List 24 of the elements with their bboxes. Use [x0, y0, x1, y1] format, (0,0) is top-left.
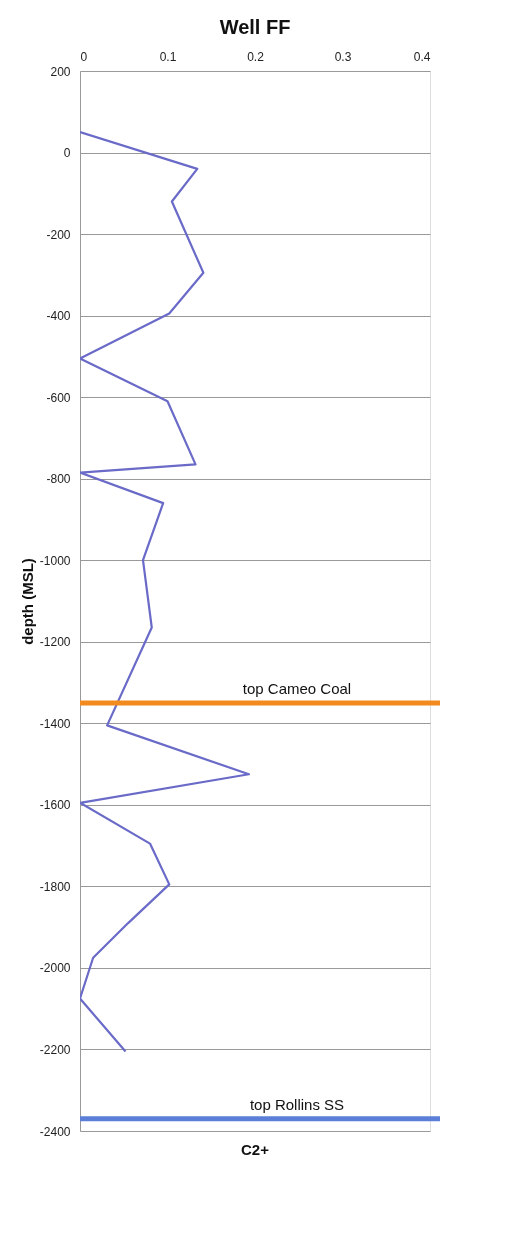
x-tick-label: 0 — [80, 49, 88, 64]
ref-line-label: top Rollins SS — [249, 1095, 345, 1113]
ref-line-label: top Cameo Coal — [242, 679, 352, 697]
y-tick-label: -1800 — [39, 879, 71, 894]
y-axis-title: depth (MSL) — [18, 558, 36, 645]
x-axis-title: C2+ — [241, 1141, 270, 1158]
y-tick-label: -2200 — [39, 1042, 71, 1057]
y-tick-label: -200 — [46, 227, 71, 242]
y-tick-label: -800 — [46, 472, 71, 487]
x-tick-label: 0.1 — [159, 49, 177, 64]
y-tick-label: -1400 — [39, 716, 71, 731]
y-tick-label: -1000 — [39, 553, 71, 568]
x-tick-label: 0.4 — [413, 49, 431, 64]
y-tick-label: 0 — [63, 146, 71, 161]
y-tick-label: -1200 — [39, 635, 71, 650]
y-tick-label: -400 — [46, 309, 71, 324]
y-tick-label: 200 — [50, 64, 71, 79]
chart-title: Well FF — [219, 16, 291, 38]
y-tick-label: -2000 — [39, 961, 71, 976]
x-tick-label: 0.2 — [247, 49, 265, 64]
y-tick-label: -2400 — [39, 1124, 71, 1139]
y-tick-label: -1600 — [39, 798, 71, 813]
y-tick-label: -600 — [46, 390, 71, 405]
x-tick-label: 0.3 — [334, 49, 352, 64]
